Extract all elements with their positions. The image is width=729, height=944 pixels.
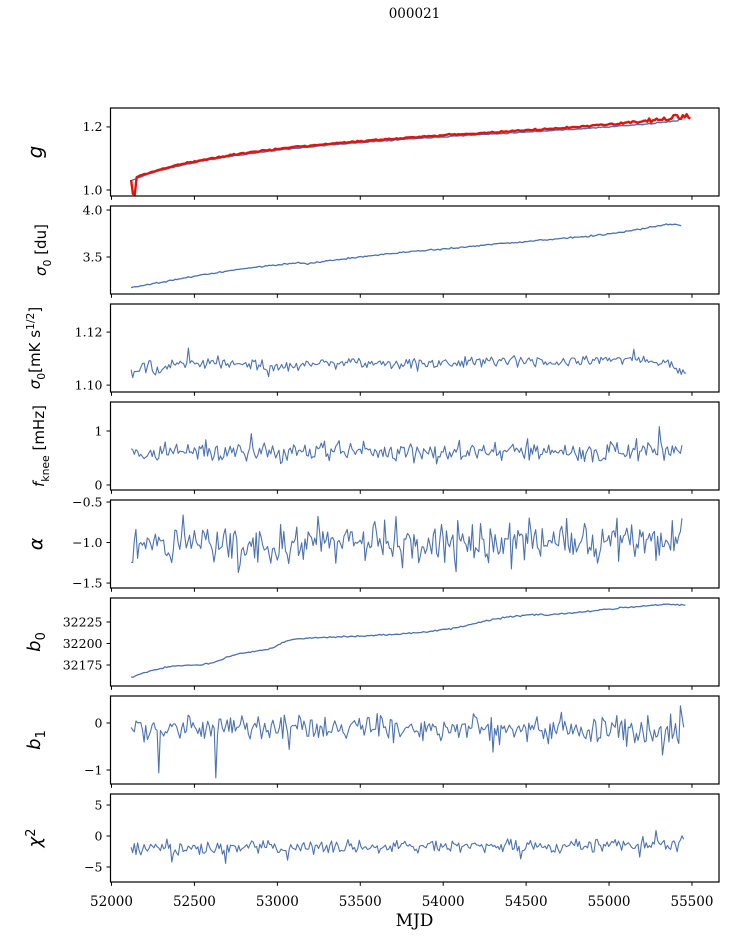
y-tick-label: 32200 <box>63 636 103 651</box>
y-axis-label-fknee: fknee [mHz] <box>30 405 52 487</box>
y-tick-label: 32175 <box>63 657 103 672</box>
y-tick-label: −1.5 <box>72 575 102 590</box>
panel-chi2: 5 0 −5 52000 52500 53000 53500 54000 54500 55000 5… <box>24 793 720 910</box>
panel-sigma0-du: 4.0 3.5 σ0 [du] <box>32 202 720 298</box>
x-tick-label: 55500 <box>670 894 713 910</box>
y-tick-label: 1.10 <box>75 377 103 392</box>
y-tick-label: −0.5 <box>72 494 102 509</box>
x-axis-label: MJD <box>395 911 434 931</box>
series-g-fit-red <box>129 112 691 196</box>
x-tick-label: 52500 <box>173 894 216 910</box>
y-tick-label: 0 <box>95 828 103 843</box>
y-axis-label-sigma0-mks: σ0[mK s1/2] <box>24 307 48 390</box>
y-tick-label: 4.0 <box>83 202 103 217</box>
panel-b1: 0 −1 b1 <box>24 695 720 788</box>
series-fknee-line <box>130 426 683 465</box>
axes-border <box>109 401 720 491</box>
y-tick-label: 0 <box>95 477 103 492</box>
figure-title: 000021 <box>388 6 441 22</box>
y-tick-label: 1 <box>95 423 103 438</box>
x-tick-label: 52000 <box>90 894 133 910</box>
y-axis-label-b1: b1 <box>24 730 49 750</box>
series-sigma0-du-line <box>130 223 682 289</box>
y-axis-label-b0: b0 <box>24 632 49 652</box>
y-tick-label: 5 <box>95 797 103 812</box>
x-tick-label: 55000 <box>588 894 631 910</box>
axes-border <box>109 303 720 393</box>
y-tick-label: −1.0 <box>72 535 102 550</box>
axes-border <box>109 793 720 883</box>
x-tick-label: 53000 <box>256 894 299 910</box>
y-tick-label: 32225 <box>63 614 103 629</box>
panel-sigma0-mks: 1.12 1.10 σ0[mK s1/2] <box>24 303 720 396</box>
series-g-smoothed-blue <box>130 119 679 182</box>
x-tick-label: 54500 <box>505 894 548 910</box>
y-tick-label: 1.0 <box>83 182 103 197</box>
y-axis-label-g: g <box>23 146 47 159</box>
y-axis-label-sigma0-du: σ0 [du] <box>32 224 54 276</box>
series-b0-line <box>131 603 686 678</box>
x-tick-label: 53500 <box>339 894 382 910</box>
axes-border <box>109 205 720 295</box>
series-b1-line <box>130 705 685 779</box>
axes-border <box>109 597 720 687</box>
y-axis-label-alpha: α <box>25 537 47 550</box>
y-tick-label: 1.2 <box>83 119 103 134</box>
series-sigma0-mks-line <box>130 347 687 379</box>
y-tick-label: 3.5 <box>83 249 103 264</box>
series-chi2-line <box>130 829 685 864</box>
y-tick-label: 0 <box>95 715 103 730</box>
panel-fknee: 1 0 fknee [mHz] <box>30 401 720 494</box>
x-tick-label: 54000 <box>422 894 465 910</box>
series-alpha-line <box>131 514 683 574</box>
axes-border <box>109 499 720 589</box>
y-tick-label: 1.12 <box>75 324 103 339</box>
y-tick-label: −5 <box>84 859 102 874</box>
axes-border <box>109 695 720 785</box>
panel-alpha: −0.5 −1.0 −1.5 α <box>25 494 720 592</box>
axes-border <box>109 107 720 197</box>
panel-g: 1.2 1.0 g <box>23 107 720 200</box>
y-axis-label-chi2: χ2 <box>24 829 46 849</box>
panel-b0: 32225 32200 32175 b0 <box>24 597 720 690</box>
y-tick-label: −1 <box>84 762 102 777</box>
